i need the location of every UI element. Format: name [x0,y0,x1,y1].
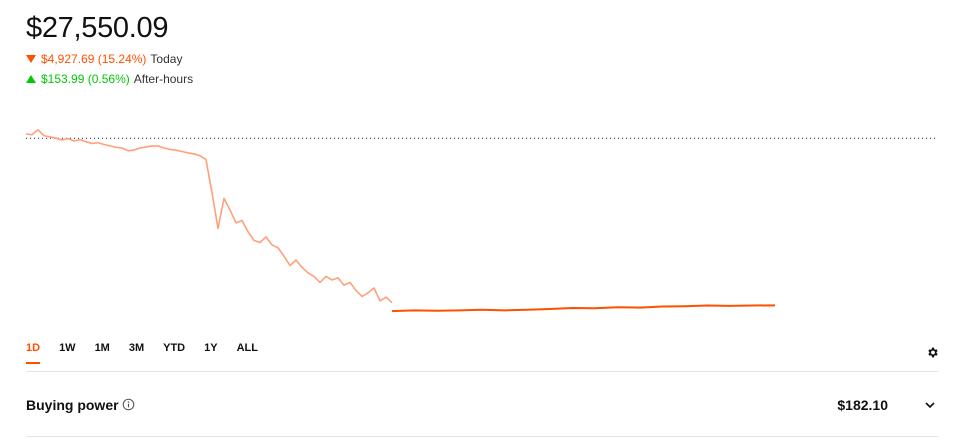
gear-icon[interactable] [926,346,939,359]
after-hours-line [391,304,776,313]
divider [26,436,938,437]
range-tab-1d[interactable]: 1D [26,342,41,364]
divider [26,371,938,372]
range-tab-1m[interactable]: 1M [94,342,110,354]
intraday-line [25,129,393,304]
range-tab-3m[interactable]: 3M [128,342,145,354]
up-arrow-icon [26,75,36,83]
afterhours-change-row: $153.99 (0.56%) After-hours [26,72,193,86]
range-tab-all[interactable]: ALL [236,342,258,354]
today-change-row: $4,927.69 (15.24%) Today [26,52,182,66]
portfolio-value: $27,550.09 [26,12,169,44]
time-range-selector: 1D 1W 1M 3M YTD 1Y ALL [26,342,277,364]
buying-power-label: Buying power [26,397,119,413]
range-tab-1w[interactable]: 1W [59,342,76,354]
afterhours-label: After-hours [133,72,194,86]
range-tab-ytd[interactable]: YTD [163,342,186,354]
afterhours-change-value: $153.99 (0.56%) [41,72,130,86]
portfolio-chart[interactable] [0,120,955,330]
today-label: Today [150,52,183,66]
chevron-down-icon[interactable] [924,399,936,411]
info-icon[interactable] [122,398,135,411]
range-tab-1y[interactable]: 1Y [204,342,218,354]
down-arrow-icon [26,55,36,63]
today-change-value: $4,927.69 (15.24%) [41,52,147,66]
buying-power-value[interactable]: $182.10 [837,397,888,413]
